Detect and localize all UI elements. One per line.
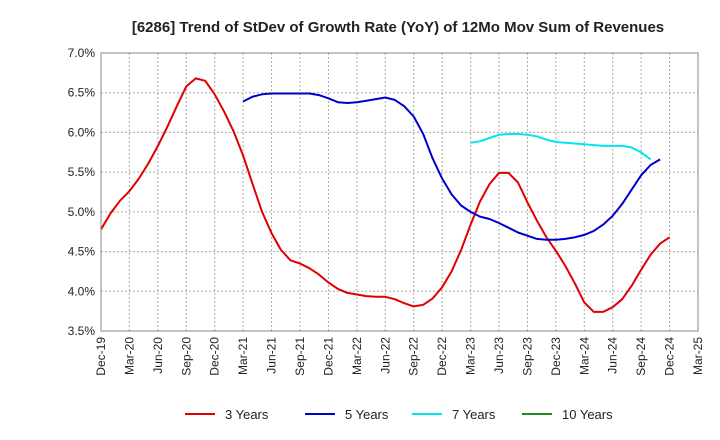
x-tick-label: Sep-23 (520, 337, 534, 376)
y-axis: 3.5% 4.0% 4.5% 5.0% 5.5% 6.0% 6.5% 7.0% (68, 46, 96, 338)
y-tick-label: 3.5% (68, 324, 96, 338)
y-tick-label: 6.0% (68, 125, 96, 139)
x-tick-label: Sep-20 (179, 337, 193, 376)
x-tick-label: Mar-23 (464, 337, 478, 375)
x-tick-label: Dec-20 (208, 337, 222, 376)
y-tick-label: 4.0% (68, 284, 96, 298)
x-tick-label: Sep-21 (293, 337, 307, 376)
plot-area (101, 53, 698, 331)
x-tick-label: Jun-21 (265, 337, 279, 374)
y-tick-label: 4.5% (68, 245, 96, 259)
x-tick-label: Dec-23 (549, 337, 563, 376)
legend-label-3-years: 3 Years (225, 407, 269, 422)
series-line-5-years (242, 92, 661, 241)
y-tick-label: 5.0% (68, 205, 96, 219)
x-tick-label: Dec-19 (94, 337, 108, 376)
x-tick-label: Jun-23 (492, 337, 506, 374)
y-tick-label: 7.0% (68, 46, 96, 60)
x-tick-label: Mar-21 (236, 337, 250, 375)
x-tick-label: Sep-24 (634, 337, 648, 376)
chart-title: [6286] Trend of StDev of Growth Rate (Yo… (132, 19, 664, 36)
legend: 3 Years 5 Years 7 Years 10 Years (185, 407, 613, 422)
x-tick-label: Mar-20 (122, 337, 136, 375)
x-tick-label: Jun-20 (151, 337, 165, 374)
x-tick-label: Mar-25 (691, 337, 705, 375)
y-tick-label: 6.5% (68, 86, 96, 100)
series-line-3-years (100, 77, 671, 313)
x-tick-label: Mar-22 (350, 337, 364, 375)
x-tick-label: Sep-22 (407, 337, 421, 376)
x-tick-label: Dec-24 (663, 337, 677, 376)
legend-label-10-years: 10 Years (562, 407, 613, 422)
x-tick-label: Dec-22 (435, 337, 449, 376)
plot-frame (100, 52, 699, 332)
series-lines (100, 77, 671, 313)
x-tick-label: Mar-24 (577, 337, 591, 375)
x-tick-label: Jun-24 (606, 337, 620, 374)
x-tick-label: Jun-22 (378, 337, 392, 374)
legend-label-5-years: 5 Years (345, 407, 389, 422)
legend-label-7-years: 7 Years (452, 407, 496, 422)
y-tick-label: 5.5% (68, 165, 96, 179)
x-axis: Dec-19 Mar-20 Jun-20 Sep-20 Dec-20 Mar-21 Jun-… (94, 337, 705, 376)
x-tick-label: Dec-21 (321, 337, 335, 376)
series-line-7-years (470, 133, 652, 161)
